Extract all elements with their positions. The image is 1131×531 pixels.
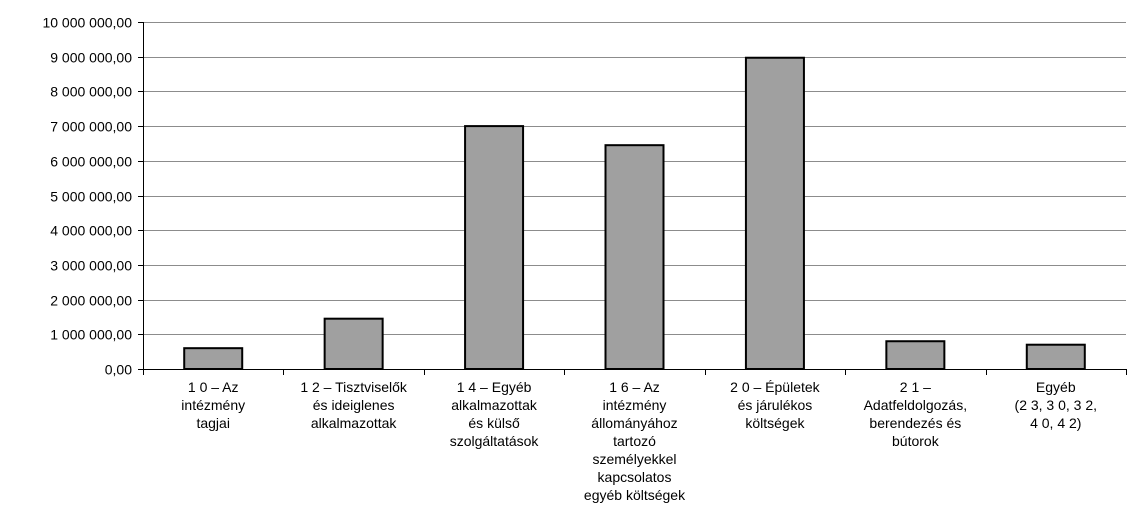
x-tick-label: 2 0 – Épületek és járulékos költségek: [730, 379, 821, 431]
y-tick-label: 1 000 000,00: [50, 327, 132, 343]
x-tick-label: Egyéb (2 3, 3 0, 3 2, 4 0, 4 2): [1015, 379, 1098, 431]
bar: [323, 317, 384, 370]
bars: [183, 56, 1086, 371]
y-tick-label: 0,00: [105, 362, 132, 378]
y-tick-label: 3 000 000,00: [50, 258, 132, 274]
y-tick-label: 4 000 000,00: [50, 223, 132, 239]
y-tick-label: 6 000 000,00: [50, 154, 132, 170]
bar: [1025, 343, 1086, 370]
x-tick-label: 1 6 – Az intézmény állományához tartozó szem…: [584, 379, 686, 503]
x-tick-labels: 1 0 – Az intézmény tagjai 1 2 – Tisztviselő…: [181, 379, 1097, 503]
bar: [464, 125, 525, 370]
bar: [604, 144, 665, 370]
y-tick-label: 5 000 000,00: [50, 189, 132, 205]
y-tick-label: 9 000 000,00: [50, 50, 132, 66]
axes: [138, 22, 1127, 375]
y-tick-labels: 0,00 1 000 000,00 2 000 000,00 3 000 000,00…: [42, 15, 132, 378]
x-tick-label: 1 2 – Tisztviselők és ideiglenes alkalmazo…: [300, 379, 408, 431]
x-tick-label: 2 1 – Adatfeldolgozás, berendezés és bútoro…: [864, 379, 968, 449]
x-tick-label: 1 0 – Az intézmény tagjai: [181, 379, 245, 431]
bar: [183, 347, 244, 370]
y-tick-label: 7 000 000,00: [50, 119, 132, 135]
y-tick-label: 8 000 000,00: [50, 84, 132, 100]
x-tick-label: 1 4 – Egyéb alkalmazottak és külső szolgált…: [450, 379, 540, 449]
y-tick-label: 2 000 000,00: [50, 293, 132, 309]
bar: [744, 56, 805, 371]
bar: [885, 340, 946, 370]
y-tick-label: 10 000 000,00: [42, 15, 132, 31]
